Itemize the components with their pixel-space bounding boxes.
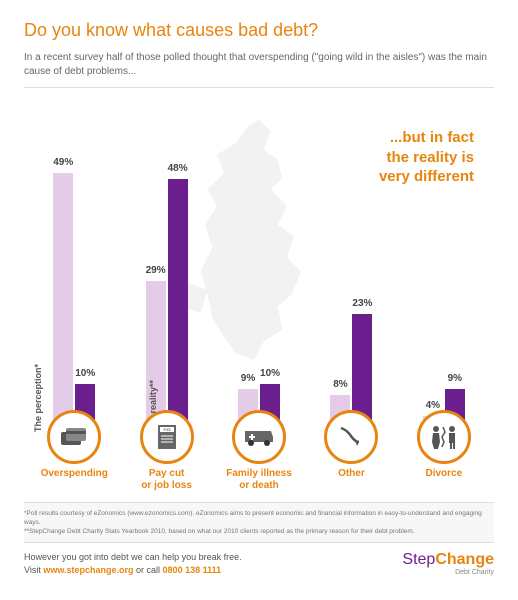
page-title: Do you know what causes bad debt? [24,20,494,41]
bar-group-1: 29%48%The reality** [120,98,212,438]
bar-perception: 49%The perception* [53,168,73,438]
divorce-couple-icon [417,410,471,464]
bar-reality: 10% [260,168,280,438]
category-label: Pay cutor job loss [141,468,192,492]
downward-arrow-icon [324,410,378,464]
footer-prefix: Visit [24,565,43,575]
footnote-1: *Poll results courtesy of eZonomics (www… [24,509,494,527]
category-label: Divorce [425,468,462,492]
footer-text: However you got into debt we can help yo… [24,551,242,576]
bar-value-label: 48% [168,163,188,174]
footnotes: *Poll results courtesy of eZonomics (www… [24,502,494,543]
callout-text: ...but in factthe reality isvery differe… [379,128,474,187]
bar-perception: 9% [238,168,258,438]
svg-text:P45: P45 [163,427,171,432]
bar-value-label: 10% [75,368,95,379]
bar-value-label: 49% [53,157,73,168]
category-cell-4: Divorce [398,410,490,492]
ambulance-icon [232,410,286,464]
footer-mid: or call [134,565,163,575]
stepchange-logo: StepChange Debt Charity [402,551,494,576]
bar-perception: 4% [423,168,443,438]
category-cell-2: Family illnessor death [213,410,305,492]
footnote-2: **StepChange Debt Charity Stats Yearbook… [24,527,494,536]
bar-reality: 23% [352,168,372,438]
category-cell-3: Other [305,410,397,492]
bar-group-2: 9% 10% [213,98,305,438]
bar-value-label: 29% [146,265,166,276]
bar-value-label: 23% [352,298,372,309]
bar-group-0: 49%The perception*10% [28,98,120,438]
divider [24,87,494,88]
bar-reality: 10% [75,168,95,438]
footer-link[interactable]: www.stepchange.org [43,565,133,575]
p45-document-icon: P45 [140,410,194,464]
category-cell-1: P45 Pay cutor job loss [120,410,212,492]
bar-perception: 8% [330,168,350,438]
bar-chart: ...but in factthe reality isvery differe… [24,98,494,438]
category-icons-row: Overspending P45 Pay cutor job loss Family … [24,410,494,492]
logo-step: Step [402,551,435,568]
category-label: Overspending [41,468,108,492]
bar-value-label: 8% [333,379,347,390]
footer-phone[interactable]: 0800 138 1111 [163,565,222,575]
bar-reality: 48%The reality** [168,168,188,438]
subtitle-text: In a recent survey half of those polled … [24,51,494,79]
category-label: Family illnessor death [226,468,292,492]
category-cell-0: Overspending [28,410,120,492]
credit-cards-icon [47,410,101,464]
footer-line1: However you got into debt we can help yo… [24,551,242,564]
bar-value-label: 10% [260,368,280,379]
bar-value-label: 9% [241,373,255,384]
logo-subtitle: Debt Charity [402,569,494,576]
footer: However you got into debt we can help yo… [24,551,494,576]
bar-value-label: 9% [448,373,462,384]
category-label: Other [338,468,365,492]
bar-reality: 9% [445,168,465,438]
logo-change: Change [435,551,494,568]
